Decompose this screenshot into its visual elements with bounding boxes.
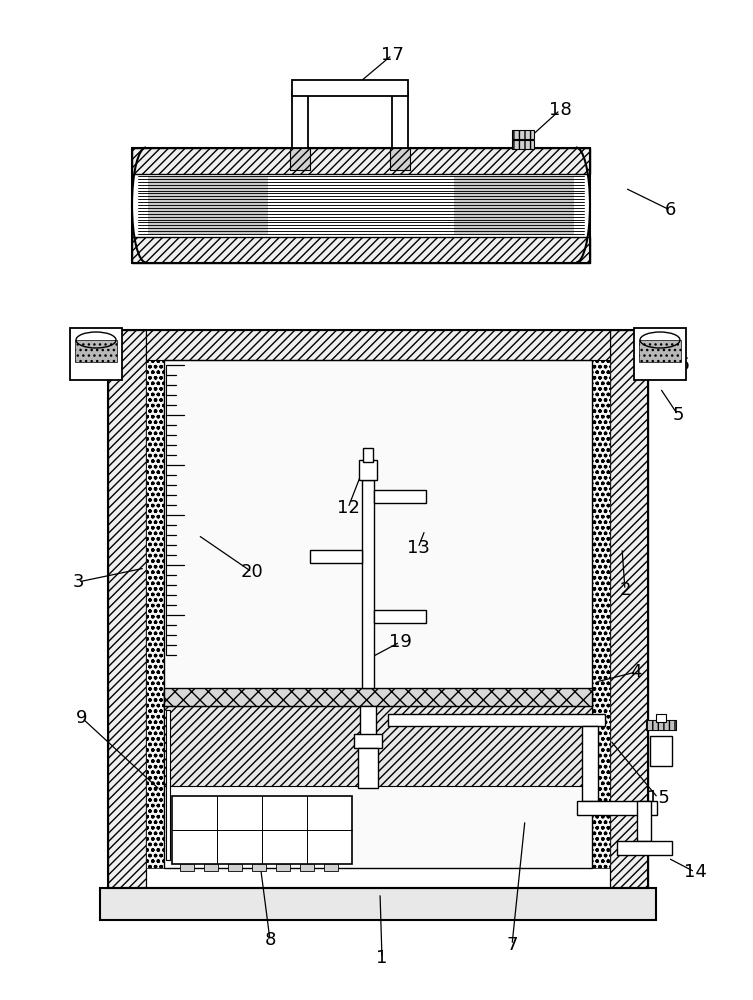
Bar [100,888,656,920]
Text: 3: 3 [72,573,84,591]
Bar [310,550,362,563]
Bar [354,734,382,748]
Bar [610,330,648,888]
Bar [204,864,218,871]
Text: 20: 20 [241,563,264,581]
Bar [276,864,290,871]
Bar [300,864,314,871]
Text: 17: 17 [380,46,404,64]
Bar [148,176,268,235]
Bar [252,864,266,871]
Text: 2: 2 [619,581,631,599]
Bar [108,330,146,888]
Bar [146,330,610,360]
Text: 19: 19 [389,633,411,651]
Bar [582,726,598,801]
Bar [132,237,590,263]
Text: 7: 7 [506,936,518,954]
Bar [592,360,610,868]
Bar [146,360,164,868]
Bar [634,328,686,380]
Bar [360,706,376,736]
Bar [359,460,377,480]
Text: 8: 8 [264,931,276,949]
Bar [164,360,592,868]
Bar [374,490,426,503]
Bar [132,148,590,263]
Bar [70,328,122,380]
Bar [228,864,242,871]
Bar [164,360,592,868]
Bar [390,148,410,170]
Text: 15: 15 [647,789,669,807]
Bar [290,148,310,170]
Bar [292,92,308,148]
Text: 14: 14 [684,863,706,881]
Bar [362,480,374,688]
Bar [454,176,574,235]
Text: 12: 12 [337,499,359,517]
Bar [108,330,648,888]
Bar [656,714,666,722]
Bar [75,340,117,362]
Bar [392,92,408,148]
Bar [388,714,605,726]
Bar [172,796,352,864]
Text: 13: 13 [407,539,429,557]
Bar [639,340,681,362]
Bar [646,720,676,730]
Bar [650,736,672,766]
Bar [324,864,338,871]
Bar [646,720,676,730]
Bar [374,610,426,623]
Bar [358,748,378,788]
Bar [164,706,592,786]
Text: 16: 16 [666,356,690,374]
Text: 9: 9 [76,709,88,727]
Bar [363,448,373,462]
Bar [512,140,534,149]
Bar [292,80,408,96]
Text: 18: 18 [549,101,572,119]
Bar [512,130,534,139]
Text: 6: 6 [664,201,675,219]
Bar [180,864,194,871]
Text: 5: 5 [672,406,684,424]
Bar [164,688,592,706]
Bar [166,710,170,860]
Bar [132,148,590,174]
Bar [637,801,651,841]
Text: 4: 4 [630,663,642,681]
Bar [577,801,657,815]
Bar [617,841,672,855]
Text: 1: 1 [376,949,388,967]
